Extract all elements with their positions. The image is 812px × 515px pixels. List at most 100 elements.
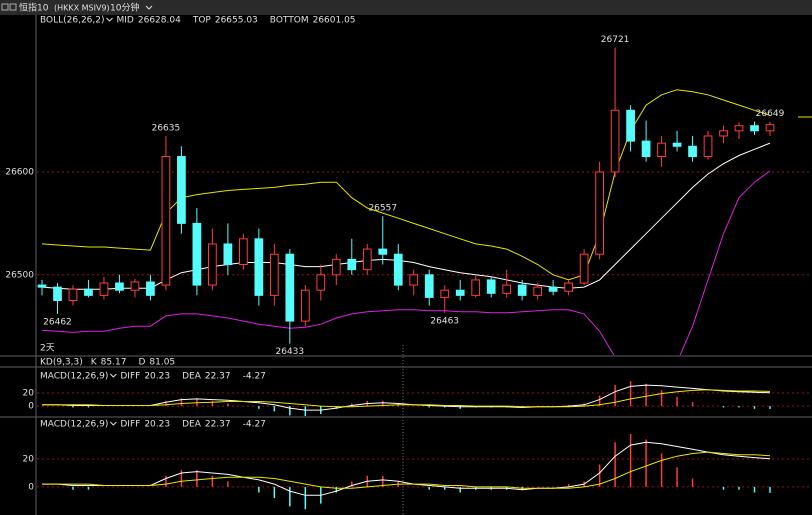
- plot-area: [42, 433, 771, 510]
- candle-body: [688, 145, 697, 158]
- legend-text: DIFF: [120, 372, 140, 382]
- candle-body: [626, 109, 635, 142]
- y-tick-label: 0: [28, 482, 34, 492]
- legend-text: D: [138, 358, 145, 368]
- legend-text: K: [91, 358, 98, 368]
- macd-line: [42, 451, 771, 489]
- legend-text: BOTTOM: [270, 16, 309, 26]
- macd-line: [42, 389, 771, 408]
- dropdown-arrow[interactable]: [145, 5, 153, 10]
- candle-body: [53, 286, 62, 302]
- candle-body: [455, 289, 465, 296]
- candle-body: [316, 274, 326, 291]
- candle-body: [331, 258, 341, 276]
- day-label: 2天: [40, 344, 55, 354]
- candle-body: [610, 109, 620, 173]
- price-annotation: 26635: [152, 123, 181, 133]
- icon[interactable]: [1, 3, 9, 11]
- title-bar: [0, 0, 812, 15]
- period[interactable]: 10分钟: [110, 2, 139, 14]
- candle-body: [672, 142, 682, 147]
- candle-body: [378, 248, 388, 255]
- dropdown-arrow: [106, 17, 113, 22]
- band-line: [41, 170, 771, 355]
- candle-body: [657, 142, 666, 158]
- candle-body: [765, 124, 775, 132]
- candle-body: [703, 135, 713, 158]
- candle-body: [99, 282, 109, 296]
- legend-text: KD(9,3,3): [40, 358, 83, 368]
- candle-body: [440, 289, 450, 298]
- symbol[interactable]: 恒指10: [19, 2, 49, 14]
- legend-text: -4.27: [243, 372, 266, 382]
- candle-body: [548, 286, 558, 292]
- candle-body: [424, 274, 434, 298]
- legend-text: 26628.04: [138, 16, 181, 26]
- candle-body: [223, 243, 233, 266]
- y-tick-label: 0: [28, 402, 34, 412]
- legend-text: DIFF: [120, 420, 140, 430]
- price-annotation: 26649: [756, 109, 785, 119]
- legend-text: MACD(12,26,9): [40, 372, 108, 382]
- candle-body: [254, 238, 264, 296]
- plot-area: [42, 381, 771, 416]
- candle-body: [393, 253, 403, 286]
- candle-body: [409, 274, 419, 286]
- legend-text: DEA: [182, 420, 202, 430]
- dropdown-arrow: [110, 421, 117, 426]
- candle-body: [579, 253, 589, 284]
- legend-text: DEA: [182, 372, 202, 382]
- dropdown-arrow: [110, 373, 117, 378]
- candle-body: [734, 125, 744, 132]
- candle-body: [68, 288, 78, 302]
- candle-body: [161, 156, 171, 286]
- candle-body: [719, 130, 728, 137]
- y-tick-label: 20: [23, 388, 35, 398]
- candle-body: [146, 281, 155, 296]
- candle-body: [208, 243, 217, 286]
- candle-body: [471, 279, 481, 296]
- candle-body: [300, 289, 310, 322]
- icon[interactable]: [9, 3, 17, 11]
- candle-body: [37, 284, 47, 288]
- candle-body: [486, 279, 496, 294]
- candle-body: [285, 253, 295, 322]
- legend-text: 22.37: [205, 372, 231, 382]
- y-tick-label: 20: [23, 455, 35, 465]
- candle-body: [177, 156, 186, 224]
- legend-text: BOLL(26,26,2): [40, 16, 105, 26]
- y-tick-label: 26500: [5, 270, 34, 280]
- legend-text: MID: [117, 16, 134, 26]
- price-annotation: 26557: [368, 204, 397, 214]
- legend-text: MACD(12,26,9): [40, 420, 108, 430]
- legend-text: 20.23: [144, 420, 170, 430]
- contract-code: (HKKX MSIV9): [54, 4, 110, 13]
- candle-body: [564, 282, 574, 292]
- plot-area: [37, 47, 775, 355]
- legend-text: 85.17: [101, 358, 127, 368]
- legend-text: TOP: [192, 16, 212, 26]
- candle-body: [192, 222, 202, 286]
- price-annotation: 26433: [276, 347, 305, 357]
- price-annotation: 26462: [43, 317, 72, 327]
- candle-body: [130, 281, 140, 291]
- candle-body: [641, 140, 651, 158]
- macd-line: [42, 384, 771, 411]
- candle-body: [533, 286, 543, 296]
- legend-text: 81.05: [149, 358, 175, 368]
- legend-text: 26601.05: [313, 16, 356, 26]
- legend-text: -4.27: [243, 420, 266, 430]
- candle-body: [517, 284, 527, 296]
- candle-body: [115, 282, 124, 291]
- candle-body: [238, 238, 248, 266]
- candle-body: [362, 248, 372, 271]
- candle-body: [347, 258, 357, 271]
- y-tick-label: 26600: [5, 167, 34, 177]
- candle-body: [502, 284, 512, 294]
- price-annotation: 26721: [601, 35, 630, 45]
- candle-body: [84, 288, 93, 296]
- candle-body: [595, 171, 604, 255]
- candle-body: [269, 253, 279, 296]
